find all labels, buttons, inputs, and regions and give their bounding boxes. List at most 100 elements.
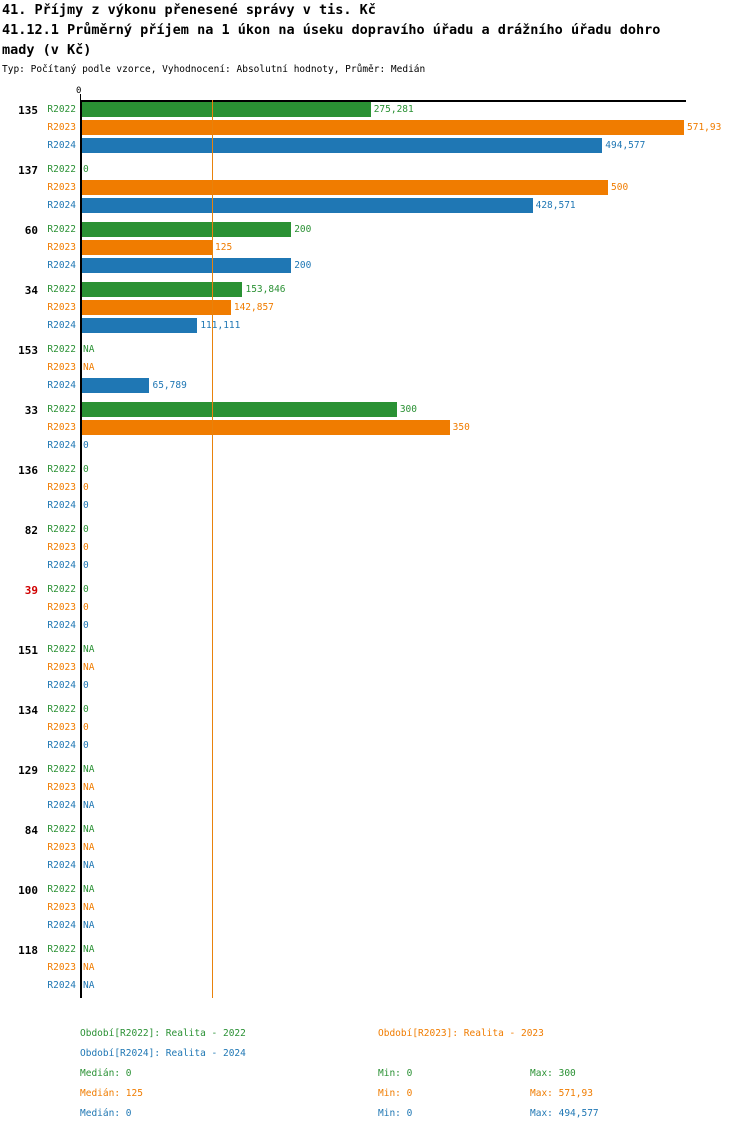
bar-value-label: 0 xyxy=(83,500,89,511)
bar-r2022[interactable] xyxy=(80,102,371,117)
group-label-135: 135 xyxy=(18,104,38,117)
series-label-r2024: R2024 xyxy=(47,200,76,211)
bar-r2024[interactable] xyxy=(80,258,292,273)
bar-r2022[interactable] xyxy=(80,402,397,417)
series-label-r2024: R2024 xyxy=(47,920,76,931)
bar-r2023[interactable] xyxy=(80,180,609,195)
chart-subtitle: Typ: Počítaný podle vzorce, Vyhodnocení:… xyxy=(2,64,426,75)
bar-value-label: 0 xyxy=(83,542,89,553)
bar-value-label: 300 xyxy=(399,404,417,415)
bar-r2024[interactable] xyxy=(80,198,533,213)
bar-r2023[interactable] xyxy=(80,300,231,315)
bar-value-label: 0 xyxy=(83,440,89,451)
bar-value-label: NA xyxy=(83,884,95,895)
bar-r2022[interactable] xyxy=(80,222,292,237)
bar-value-label: 494,577 xyxy=(605,140,646,151)
group-label-39: 39 xyxy=(24,584,38,597)
group-label-137: 137 xyxy=(18,164,38,177)
bar-r2023[interactable] xyxy=(80,120,684,135)
stat-median-2: Medián: 0 xyxy=(80,1108,132,1119)
x-axis-tick-mark-0 xyxy=(80,94,81,102)
series-label-r2022: R2022 xyxy=(47,824,76,835)
series-label-r2023: R2023 xyxy=(47,302,76,313)
bar-value-label: 142,857 xyxy=(233,302,274,313)
legend-entry-r2024: Období[R2024]: Realita - 2024 xyxy=(80,1048,246,1059)
series-label-r2024: R2024 xyxy=(47,140,76,151)
series-label-r2024: R2024 xyxy=(47,860,76,871)
bar-value-label: 111,111 xyxy=(200,320,241,331)
stats-row-0: Medián: 0 Min: 0 Max: 300 xyxy=(0,1068,750,1088)
page-title-line-1: 41. Příjmy z výkonu přenesené správy v t… xyxy=(2,2,376,18)
bar-value-label: 0 xyxy=(83,722,89,733)
series-label-r2022: R2022 xyxy=(47,404,76,415)
median-reference-line xyxy=(212,100,213,998)
bar-value-label: 0 xyxy=(83,620,89,631)
bar-value-label: 0 xyxy=(83,464,89,475)
bar-value-label: NA xyxy=(83,662,95,673)
bar-value-label: 0 xyxy=(83,482,89,493)
chart-header: 41. Příjmy z výkonu přenesené správy v t… xyxy=(2,0,748,77)
bar-value-label: NA xyxy=(83,800,95,811)
stats-row-1: Medián: 125 Min: 0 Max: 571,93 xyxy=(0,1088,750,1108)
stat-max-0: Max: 300 xyxy=(530,1068,576,1079)
series-label-r2024: R2024 xyxy=(47,800,76,811)
series-label-r2022: R2022 xyxy=(47,344,76,355)
stat-median-0: Medián: 0 xyxy=(80,1068,132,1079)
bar-value-label: NA xyxy=(83,362,95,373)
series-label-r2022: R2022 xyxy=(47,584,76,595)
group-label-151: 151 xyxy=(18,644,38,657)
series-label-r2024: R2024 xyxy=(47,320,76,331)
group-label-60: 60 xyxy=(24,224,38,237)
series-label-r2023: R2023 xyxy=(47,602,76,613)
series-label-r2022: R2022 xyxy=(47,104,76,115)
series-label-r2024: R2024 xyxy=(47,260,76,271)
bar-r2023[interactable] xyxy=(80,420,450,435)
bar-value-label: 200 xyxy=(294,224,312,235)
bar-value-label: 275,281 xyxy=(373,104,414,115)
series-label-r2024: R2024 xyxy=(47,980,76,991)
group-label-134: 134 xyxy=(18,704,38,717)
series-label-r2024: R2024 xyxy=(47,680,76,691)
bar-r2023[interactable] xyxy=(80,240,212,255)
bar-value-label: NA xyxy=(83,920,95,931)
group-label-82: 82 xyxy=(24,524,38,537)
bar-value-label: 125 xyxy=(215,242,233,253)
bar-r2024[interactable] xyxy=(80,318,198,333)
bar-value-label: 571,93 xyxy=(687,122,722,133)
series-label-r2022: R2022 xyxy=(47,884,76,895)
bar-value-label: 0 xyxy=(83,602,89,613)
series-label-r2022: R2022 xyxy=(47,464,76,475)
series-label-r2023: R2023 xyxy=(47,722,76,733)
bar-value-label: 0 xyxy=(83,740,89,751)
series-label-r2023: R2023 xyxy=(47,842,76,853)
x-axis-tick-label-0: 0 xyxy=(76,86,82,96)
series-label-r2023: R2023 xyxy=(47,362,76,373)
bar-value-label: 350 xyxy=(452,422,470,433)
series-label-r2023: R2023 xyxy=(47,542,76,553)
group-label-129: 129 xyxy=(18,764,38,777)
bar-value-label: NA xyxy=(83,764,95,775)
bar-value-label: 153,846 xyxy=(245,284,286,295)
series-label-r2022: R2022 xyxy=(47,764,76,775)
series-label-r2022: R2022 xyxy=(47,524,76,535)
y-axis-line xyxy=(80,100,82,998)
group-label-118: 118 xyxy=(18,944,38,957)
stat-max-1: Max: 571,93 xyxy=(530,1088,593,1099)
bar-value-label: 200 xyxy=(294,260,312,271)
bar-value-label: 65,789 xyxy=(152,380,187,391)
series-label-r2023: R2023 xyxy=(47,662,76,673)
legend-row-1: Období[R2022]: Realita - 2022 Období[R202… xyxy=(0,1028,750,1048)
bar-value-label: NA xyxy=(83,860,95,871)
bar-value-label: NA xyxy=(83,944,95,955)
bar-r2024[interactable] xyxy=(80,138,603,153)
bar-value-label: 0 xyxy=(83,164,89,175)
bar-value-label: 0 xyxy=(83,704,89,715)
bar-r2022[interactable] xyxy=(80,282,243,297)
bar-value-label: 500 xyxy=(611,182,629,193)
stat-min-2: Min: 0 xyxy=(378,1108,413,1119)
bar-r2024[interactable] xyxy=(80,378,150,393)
series-label-r2024: R2024 xyxy=(47,740,76,751)
bar-value-label: NA xyxy=(83,824,95,835)
page-title-line-3: mady (v Kč) xyxy=(2,42,92,58)
series-label-r2022: R2022 xyxy=(47,164,76,175)
